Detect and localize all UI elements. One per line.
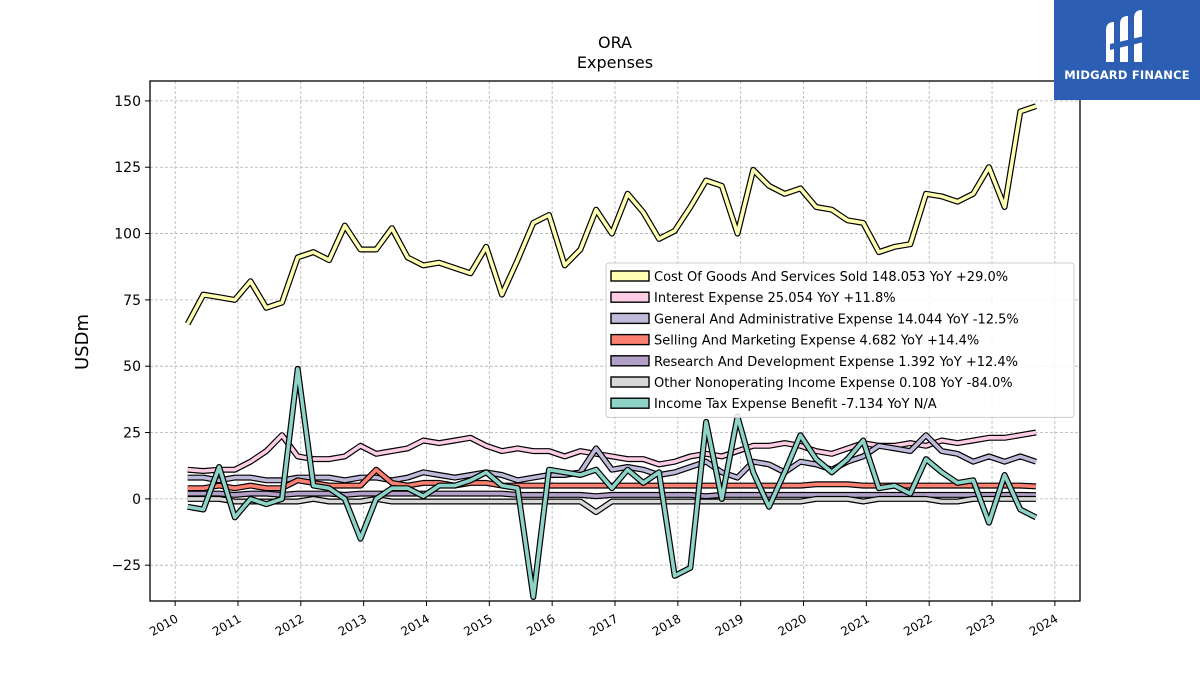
legend-entry: Cost Of Goods And Services Sold 148.053 … xyxy=(654,270,1008,285)
x-tick-label: 2016 xyxy=(524,611,557,638)
y-tick-label: 25 xyxy=(123,426,141,442)
legend-entry: Other Nonoperating Income Expense 0.108 … xyxy=(654,376,1013,391)
legend-swatch xyxy=(610,312,650,325)
series-line xyxy=(187,497,1036,514)
legend-entry: Interest Expense 25.054 YoY +11.8% xyxy=(654,291,896,306)
legend-box xyxy=(605,262,1075,418)
series-line xyxy=(186,104,1037,325)
series-4 xyxy=(187,490,1037,500)
x-tick-label: 2013 xyxy=(336,611,369,638)
x-tick-label: 2010 xyxy=(147,611,180,638)
brand-name: MIDGARD FINANCE xyxy=(1064,68,1190,82)
legend-entry: Research And Development Expense 1.392 Y… xyxy=(654,355,1018,370)
x-tick-label: 2023 xyxy=(964,611,997,638)
x-tick-label: 2022 xyxy=(901,611,934,638)
chart-title: ORA xyxy=(598,33,632,52)
legend-swatch xyxy=(610,333,650,346)
x-tick-label: 2018 xyxy=(650,611,683,638)
legend-swatch xyxy=(610,397,650,409)
y-tick-label: −25 xyxy=(111,558,141,574)
series-6 xyxy=(187,365,1038,600)
legend: Cost Of Goods And Services Sold 148.053 … xyxy=(605,262,1075,418)
series-5 xyxy=(187,495,1036,516)
midgard-logo-icon xyxy=(1106,10,1144,62)
series-line xyxy=(187,367,1037,599)
legend-entry: Selling And Marketing Expense 4.682 YoY … xyxy=(654,334,979,349)
series-layer xyxy=(185,103,1038,600)
y-tick-label: 0 xyxy=(132,492,141,508)
y-tick-label: 125 xyxy=(114,160,141,176)
y-tick-label: 50 xyxy=(123,359,141,375)
legend-swatch xyxy=(610,291,650,303)
x-tick-label: 2019 xyxy=(713,611,746,638)
y-tick-label: 150 xyxy=(114,94,141,110)
series-line xyxy=(187,433,1037,483)
x-tick-label: 2015 xyxy=(461,611,494,638)
y-axis-label: USDm xyxy=(72,314,93,370)
x-tick-label: 2017 xyxy=(587,611,620,638)
series-2 xyxy=(187,432,1037,484)
x-tick-label: 2014 xyxy=(399,611,432,638)
chart-subtitle: Expenses xyxy=(577,53,653,72)
midgard-finance-logo: MIDGARD FINANCE xyxy=(1054,0,1200,100)
legend-swatch xyxy=(610,355,650,367)
legend-entry: Income Tax Expense Benefit -7.134 YoY N/… xyxy=(654,397,937,412)
legend-swatch xyxy=(610,270,650,282)
legend-swatch xyxy=(610,376,650,388)
series-line xyxy=(187,491,1037,499)
x-tick-label: 2024 xyxy=(1027,611,1060,638)
y-tick-label: 75 xyxy=(123,293,141,309)
x-tick-label: 2011 xyxy=(210,611,243,638)
x-tick-label: 2012 xyxy=(273,611,306,638)
series-0 xyxy=(185,103,1037,326)
x-tick-label: 2021 xyxy=(838,611,871,638)
y-tick-label: 100 xyxy=(114,227,141,243)
legend-entry: General And Administrative Expense 14.04… xyxy=(654,312,1019,327)
x-tick-label: 2020 xyxy=(776,611,809,638)
